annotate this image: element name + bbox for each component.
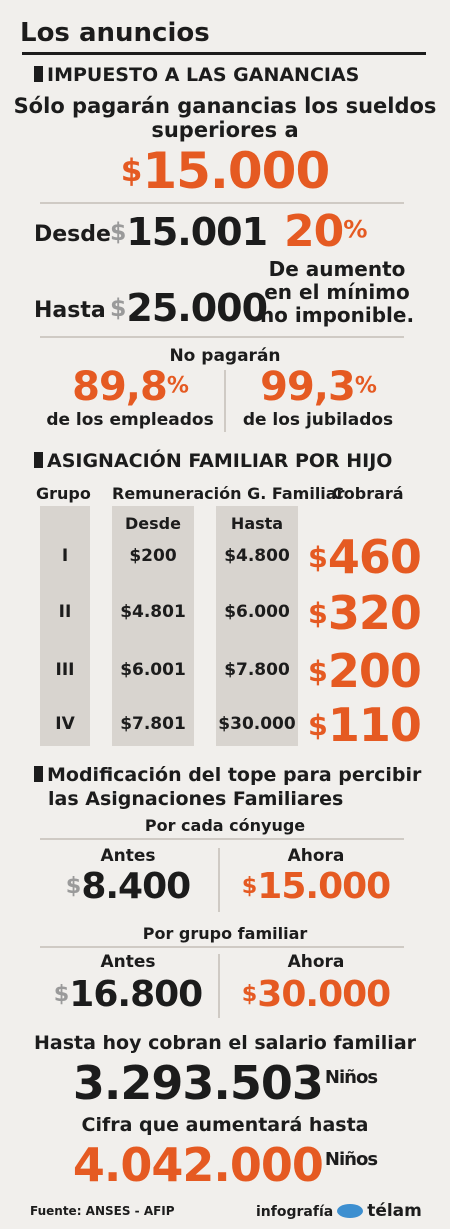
- grupo-label: Por grupo familiar: [142, 924, 308, 943]
- row-cobrara: $460: [308, 530, 422, 584]
- row-grupo: III: [55, 660, 75, 680]
- title-underline: [22, 52, 426, 55]
- vertical-divider: [224, 370, 226, 432]
- row-hasta: $4.800: [224, 546, 290, 566]
- empleados-label: de los empleados: [46, 410, 214, 430]
- desde-label: Desde: [34, 222, 111, 247]
- shade-hasta: [216, 506, 298, 746]
- conyuge-label: Por cada cónyuge: [144, 816, 306, 835]
- col-remuneracion: Remuneración G. Familiar: [112, 484, 345, 503]
- grupo-antes: $16.800: [53, 974, 203, 1015]
- page-title: Los anuncios: [20, 18, 210, 48]
- conyuge-antes-label: Antes: [100, 846, 156, 866]
- desde-value: $15.001: [110, 210, 268, 254]
- bullet-square-icon: [34, 452, 43, 468]
- vertical-divider: [218, 954, 220, 1018]
- divider: [40, 202, 404, 204]
- empleados-percent: 89,8%: [72, 364, 189, 410]
- divider: [40, 946, 404, 948]
- impuesto-headline-1: Sólo pagarán ganancias los sueldos: [13, 94, 437, 118]
- aumento-percent: 20%: [284, 206, 367, 257]
- grupo-ahora: $30.000: [241, 974, 391, 1015]
- asignacion-section-title: ASIGNACIÓN FAMILIAR POR HIJO: [34, 450, 392, 472]
- vertical-divider: [218, 848, 220, 912]
- jubilados-label: de los jubilados: [242, 410, 394, 430]
- conyuge-ahora: $15.000: [241, 866, 391, 907]
- row-desde: $200: [129, 546, 177, 566]
- bullet-square-icon: [34, 766, 43, 782]
- divider: [40, 838, 404, 840]
- aumento-text: De aumento en el mínimo no imponible.: [259, 257, 415, 327]
- impuesto-section-title: IMPUESTO A LAS GANANCIAS: [34, 64, 359, 86]
- salario-cifra-value: 4.042.000 Niños: [72, 1138, 378, 1192]
- source-text: Fuente: ANSES - AFIP: [30, 1204, 175, 1218]
- jubilados-percent: 99,3%: [260, 364, 377, 410]
- divider: [40, 336, 404, 338]
- conyuge-ahora-label: Ahora: [287, 846, 345, 866]
- grupo-antes-label: Antes: [100, 952, 156, 972]
- impuesto-headline-2: superiores a: [151, 118, 299, 142]
- brand-logo: infografía télam: [256, 1201, 422, 1221]
- salario-hoy-value: 3.293.503 Niños: [72, 1056, 378, 1110]
- sub-hasta: Hasta: [230, 514, 284, 533]
- col-grupo: Grupo: [36, 484, 91, 503]
- row-grupo: I: [61, 546, 69, 566]
- tope-section-title-2: las Asignaciones Familiares: [48, 788, 344, 810]
- row-cobrara: $110: [308, 698, 422, 752]
- row-desde: $4.801: [120, 602, 186, 622]
- row-desde: $6.001: [120, 660, 186, 680]
- grupo-ahora-label: Ahora: [287, 952, 345, 972]
- impuesto-threshold: $15.000: [120, 142, 331, 200]
- row-cobrara: $200: [308, 644, 422, 698]
- row-desde: $7.801: [120, 714, 186, 734]
- shade-desde: [112, 506, 194, 746]
- hasta-label: Hasta: [34, 298, 106, 323]
- row-hasta: $30.000: [218, 714, 296, 734]
- salario-cifra-label: Cifra que aumentará hasta: [81, 1114, 369, 1136]
- row-cobrara: $320: [308, 586, 422, 640]
- hasta-value: $25.000: [110, 286, 268, 330]
- shade-grupo: [40, 506, 90, 746]
- row-hasta: $6.000: [224, 602, 290, 622]
- tope-section-title-1: Modificación del tope para percibir: [34, 764, 421, 786]
- no-pagaran-label: No pagarán: [169, 346, 281, 366]
- salario-hoy-label: Hasta hoy cobran el salario familiar: [33, 1032, 417, 1054]
- bullet-square-icon: [34, 66, 43, 82]
- telam-logo-icon: [337, 1204, 364, 1218]
- col-cobrara: Cobrará: [332, 484, 404, 503]
- sub-desde: Desde: [125, 514, 181, 533]
- row-grupo: IV: [55, 714, 75, 734]
- conyuge-antes: $8.400: [65, 866, 191, 907]
- row-grupo: II: [58, 602, 72, 622]
- row-hasta: $7.800: [224, 660, 290, 680]
